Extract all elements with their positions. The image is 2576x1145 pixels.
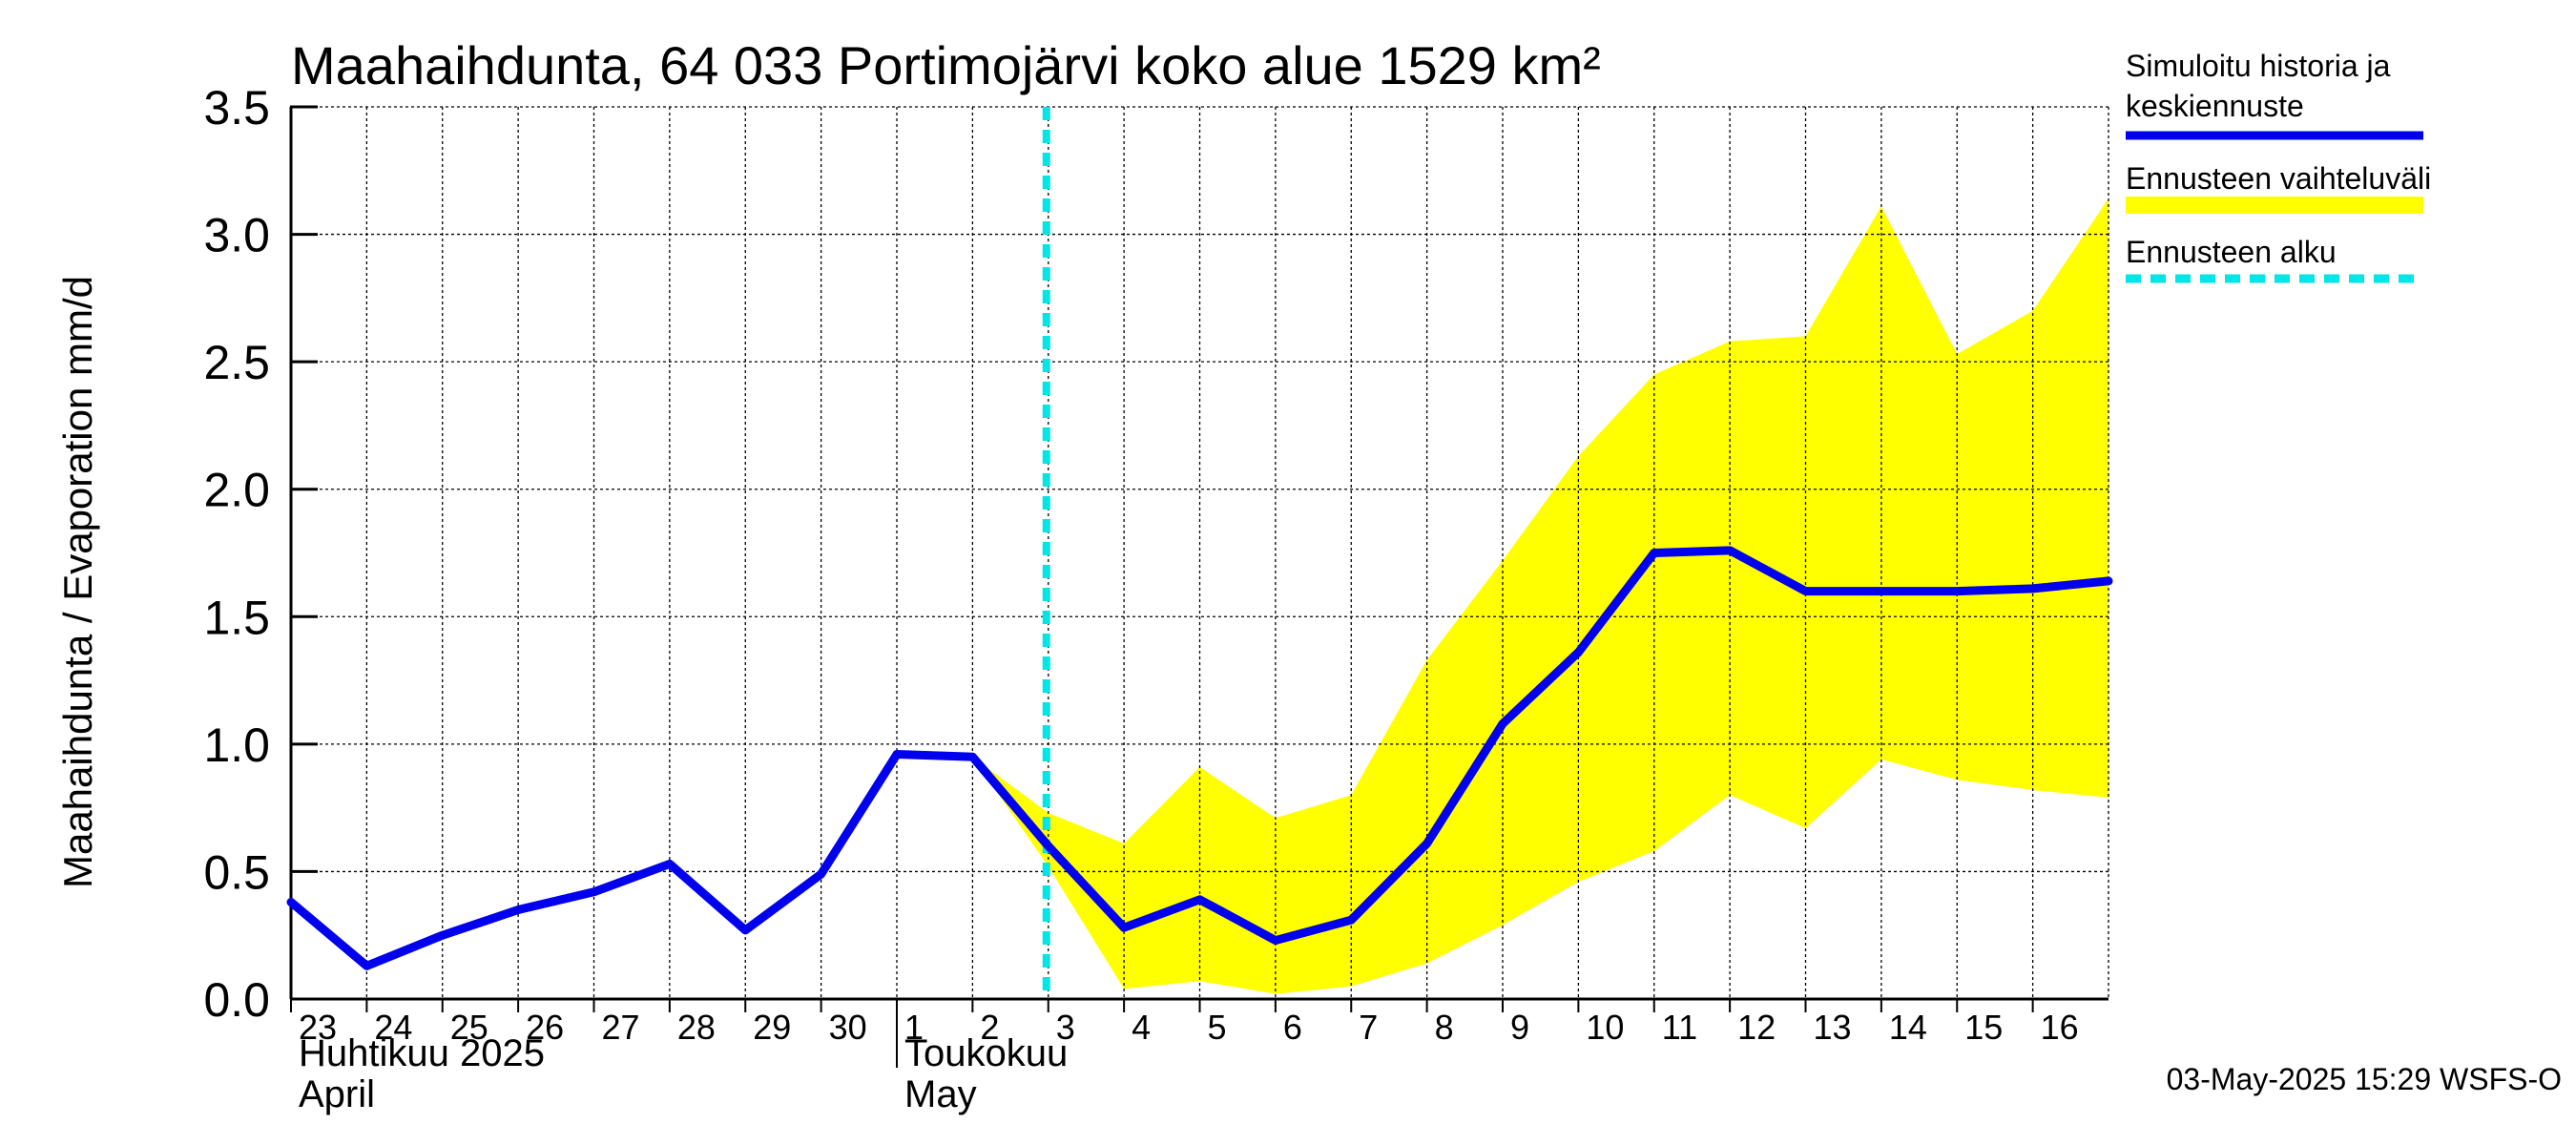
month-label-en: April (299, 1073, 375, 1115)
data-point (365, 965, 368, 968)
data-point (592, 890, 595, 893)
y-tick-label: 3.0 (203, 209, 270, 262)
x-tick-label: 30 (829, 1008, 867, 1047)
x-tick-label: 8 (1435, 1008, 1454, 1047)
data-point (1956, 590, 1959, 593)
x-tick-label: 26 (526, 1008, 564, 1047)
data-point (1652, 552, 1655, 554)
x-tick-label: 16 (2041, 1008, 2079, 1047)
data-point (2031, 587, 2034, 590)
data-point (1350, 919, 1353, 922)
x-tick-label: 28 (677, 1008, 716, 1047)
x-tick-label: 12 (1737, 1008, 1776, 1047)
chart-title: Maahaihdunta, 64 033 Portimojärvi koko a… (291, 35, 1601, 95)
x-tick-label: 10 (1586, 1008, 1624, 1047)
x-tick-label: 1 (904, 1008, 924, 1047)
plot-area: 0.00.51.01.52.02.53.03.523 24 25 26 27 28 29 30… (203, 81, 2113, 1115)
y-tick-label: 3.5 (203, 81, 270, 135)
data-point (820, 873, 822, 876)
data-point (1274, 939, 1277, 942)
x-tick-label: 11 (1662, 1008, 1697, 1047)
x-tick-label: 9 (1510, 1008, 1529, 1047)
x-tick-label: 4 (1132, 1008, 1151, 1047)
data-point (1123, 926, 1126, 929)
x-tick-label: 7 (1359, 1008, 1378, 1047)
data-point (896, 753, 898, 756)
data-point (1502, 722, 1504, 725)
data-point (290, 901, 292, 904)
x-tick-label: 5 (1208, 1008, 1227, 1047)
data-point (1425, 843, 1428, 845)
data-point (668, 863, 671, 865)
legend: Simuloitu historia ja keskiennuste Ennuste… (2126, 49, 2431, 283)
x-tick-label: 27 (602, 1008, 640, 1047)
data-point (2108, 579, 2109, 582)
legend-label: Simuloitu historia ja (2126, 49, 2391, 83)
timestamp: 03-May-2025 15:29 WSFS-O (2167, 1062, 2562, 1096)
month-label: Toukokuu (904, 1032, 1068, 1074)
legend-label-line2: keskiennuste (2126, 89, 2304, 123)
x-tick-label: 29 (753, 1008, 791, 1047)
y-tick-label: 0.5 (203, 845, 270, 899)
data-point (1047, 844, 1049, 847)
data-point (1198, 898, 1201, 901)
x-tick-label: 2 (980, 1008, 999, 1047)
x-tick-label: 25 (450, 1008, 488, 1047)
y-tick-label: 1.0 (203, 718, 270, 772)
data-point (744, 928, 747, 931)
x-tick-label: 3 (1056, 1008, 1075, 1047)
data-point (517, 908, 520, 911)
y-tick-label: 2.5 (203, 336, 270, 389)
data-point (1804, 590, 1807, 593)
data-point (1577, 651, 1580, 654)
x-tick-label: 14 (1889, 1008, 1927, 1047)
x-tick-label: 24 (374, 1008, 412, 1047)
month-label-en: May (904, 1073, 977, 1115)
y-tick-label: 0.0 (203, 973, 270, 1027)
forecast-range-band (972, 198, 2109, 994)
legend-swatch-band (2126, 197, 2423, 214)
y-axis-label: Maahaihdunta / Evaporation mm/d (55, 276, 100, 888)
legend-label: Ennusteen alku (2126, 235, 2337, 269)
month-label: Huhtikuu 2025 (299, 1032, 545, 1074)
x-tick-label: 6 (1283, 1008, 1302, 1047)
x-tick-label: 23 (299, 1008, 337, 1047)
legend-label: Ennusteen vaihteluväli (2126, 161, 2431, 196)
y-tick-label: 2.0 (203, 464, 270, 517)
data-point (1880, 590, 1882, 593)
x-tick-label: 15 (1964, 1008, 2003, 1047)
y-tick-label: 1.5 (203, 591, 270, 644)
x-tick-label: 13 (1814, 1008, 1852, 1047)
data-point (971, 756, 974, 759)
data-point (441, 934, 444, 937)
data-point (1729, 549, 1732, 552)
